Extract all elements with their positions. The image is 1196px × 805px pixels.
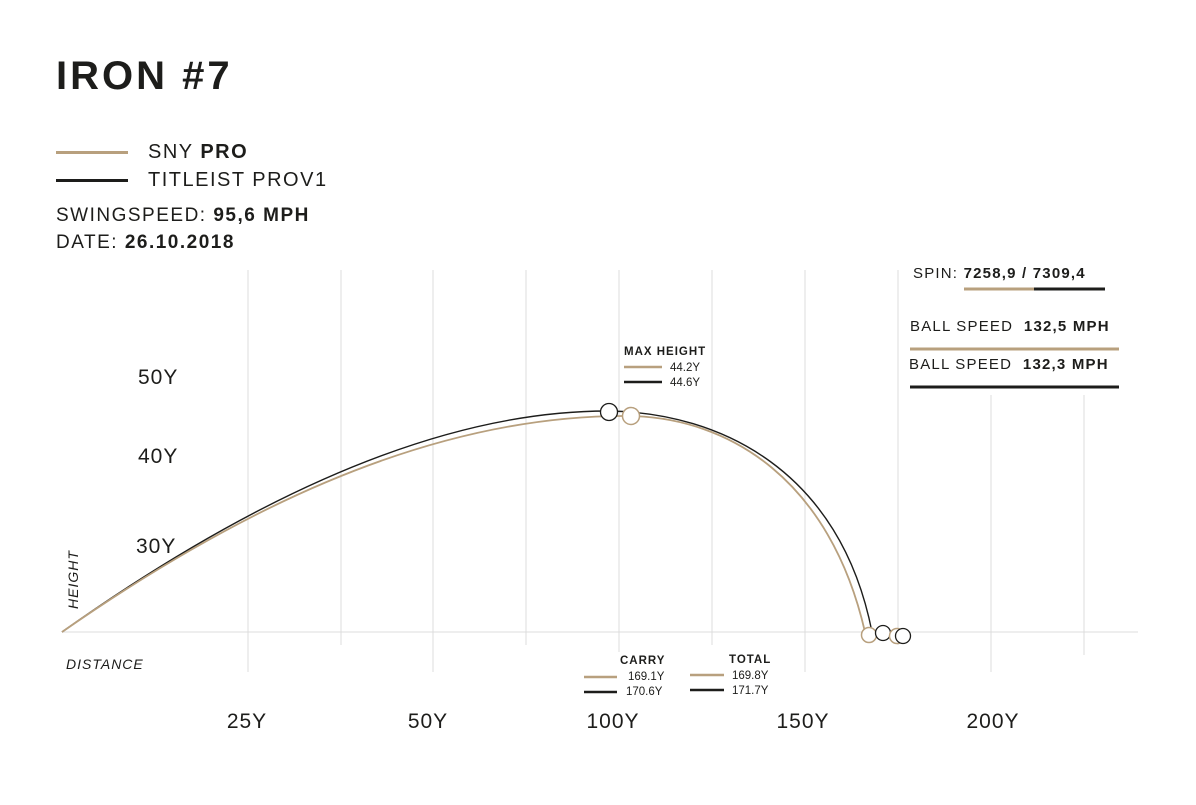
date-value: 26.10.2018 <box>124 232 235 253</box>
total-marker-titleist <box>894 627 912 645</box>
ball-speed-value-sny: 132,5 MPH <box>1023 318 1110 335</box>
grid <box>62 270 1138 672</box>
session-meta: SWINGSPEED: 95,6 MPH DATE: 26.10.2018 <box>56 205 310 259</box>
legend-item-sny-pro: SNY PRO <box>56 138 328 166</box>
x-axis-title: DISTANCE <box>66 656 144 672</box>
legend: SNY PRO TITLEIST PROV1 <box>56 138 328 194</box>
y-tick-label: 30Y <box>136 535 176 558</box>
x-tick-label: 100Y <box>586 710 639 733</box>
x-tick-label: 50Y <box>408 710 448 733</box>
total-value-titleist: 171.7Y <box>732 685 769 697</box>
total-label: TOTAL <box>729 654 771 666</box>
max-height-value-titleist: 44.6Y <box>670 377 700 389</box>
max-height-label: MAX HEIGHT <box>624 346 706 358</box>
trajectory-sny-pro <box>61 415 866 633</box>
ball-speed-label-titleist: BALL SPEED <box>909 356 1013 373</box>
date-label: DATE: <box>56 232 119 253</box>
x-tick-label: 150Y <box>776 710 829 733</box>
swingspeed-label: SWINGSPEED: <box>56 205 207 226</box>
legend-label-sny-pro: SNY PRO <box>148 140 249 163</box>
legend-item-titleist-prov1: TITLEIST PROV1 <box>56 166 328 194</box>
y-tick-label: 40Y <box>138 445 178 468</box>
carry-value-titleist: 170.6Y <box>626 686 663 698</box>
trajectory-titleist-prov1 <box>61 410 873 633</box>
x-tick-label: 25Y <box>227 710 267 733</box>
ball-speed-label-sny: BALL SPEED <box>910 318 1014 335</box>
max-height-value-sny: 44.2Y <box>670 362 700 374</box>
spin-label: SPIN: <box>913 265 959 282</box>
swingspeed-row: SWINGSPEED: 95,6 MPH <box>56 205 310 232</box>
ball-speed-value-titleist: 132,3 MPH <box>1022 356 1109 373</box>
spin-value: 7258,9 / 7309,4 <box>963 265 1086 282</box>
carry-marker-sny <box>860 626 878 644</box>
x-tick-label: 200Y <box>966 710 1019 733</box>
legend-swatch-sny-pro <box>56 150 128 154</box>
max-height-annotation: MAX HEIGHT 44.2Y 44.6Y <box>624 346 706 389</box>
y-tick-label: 50Y <box>138 366 178 389</box>
ball-speed-stat-sny: BALL SPEED 132,5 MPH <box>910 318 1110 335</box>
legend-swatch-titleist-prov1 <box>56 178 128 182</box>
ball-speed-stat-titleist: BALL SPEED 132,3 MPH <box>909 356 1109 373</box>
carry-label: CARRY <box>620 655 665 667</box>
chart-title: IRON #7 <box>56 54 233 98</box>
total-annotation: TOTAL 169.8Y 171.7Y <box>690 654 771 697</box>
max-height-marker-titleist <box>599 402 619 422</box>
swingspeed-value: 95,6 MPH <box>213 205 310 226</box>
carry-annotation: CARRY 169.1Y 170.6Y <box>584 655 665 698</box>
max-height-marker-sny <box>621 406 641 426</box>
y-axis-title: HEIGHT <box>65 550 81 609</box>
total-value-sny: 169.8Y <box>732 670 769 682</box>
legend-label-titleist-prov1: TITLEIST PROV1 <box>148 168 328 191</box>
carry-marker-titleist <box>874 624 892 642</box>
date-row: DATE: 26.10.2018 <box>56 232 310 259</box>
carry-value-sny: 169.1Y <box>628 671 665 683</box>
spin-stat: SPIN: 7258,9 / 7309,4 <box>913 265 1086 282</box>
